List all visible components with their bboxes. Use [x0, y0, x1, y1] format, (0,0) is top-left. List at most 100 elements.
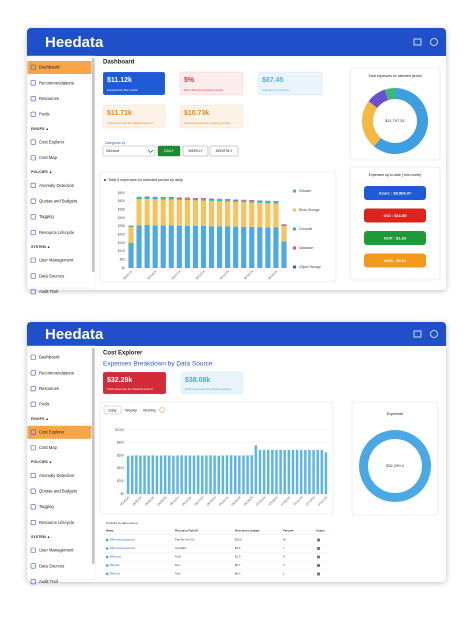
- sidebar-item[interactable]: Audit Trail: [39, 289, 58, 294]
- sidebar-item[interactable]: Anomaly Detection: [39, 473, 75, 478]
- x-tick-label: 06/01/24: [122, 269, 133, 280]
- table-cell[interactable]: RM-prod: [110, 555, 121, 559]
- row-icon: [106, 564, 109, 567]
- table-cell: Test: [175, 572, 180, 576]
- legend-label: Object Storage: [299, 265, 321, 269]
- action-icon[interactable]: [317, 547, 320, 550]
- sidebar-item[interactable]: Quotas and Budgets: [39, 199, 77, 204]
- table-header: Name: [106, 529, 114, 533]
- panel-title: Expenses: [387, 412, 404, 416]
- table-header: Percent: [283, 529, 293, 533]
- sidebar-item[interactable]: Cost Map: [39, 445, 58, 450]
- sidebar-item[interactable]: Resource Lifecycle: [39, 230, 75, 235]
- table-cell[interactable]: RM-resourcegroup2: [110, 546, 135, 550]
- bar-segment: [249, 200, 255, 202]
- bar: [192, 455, 196, 494]
- sidebar-item[interactable]: Recommendations: [39, 370, 74, 375]
- table-cell: 1: [283, 572, 285, 576]
- y-tick-label: $300: [118, 216, 125, 220]
- x-tick-label: 07/05/24: [268, 495, 279, 506]
- profile-icon[interactable]: [430, 330, 438, 338]
- sidebar-icon: [30, 445, 36, 451]
- bar-segment: [225, 201, 231, 227]
- action-icon[interactable]: [317, 538, 320, 542]
- period-button[interactable]: [157, 145, 181, 157]
- action-icon[interactable]: [317, 572, 320, 576]
- sidebar-item[interactable]: Cost Map: [39, 155, 58, 160]
- period-tab[interactable]: Daily: [109, 408, 117, 412]
- sidebar-active: [27, 61, 92, 74]
- x-tick-label: 06/05/24: [144, 495, 155, 506]
- bar-segment: [257, 227, 263, 268]
- period-button[interactable]: [209, 145, 239, 157]
- sidebar-item[interactable]: Resources: [39, 386, 59, 391]
- sidebar-item[interactable]: User Management: [39, 548, 74, 553]
- sidebar-item[interactable]: Resources: [39, 96, 59, 101]
- select-arrow: [147, 149, 154, 153]
- period-button[interactable]: [182, 145, 209, 157]
- stat-card: [102, 371, 167, 395]
- bar-segment: [225, 226, 231, 268]
- x-tick-label: 07/14/24: [305, 495, 316, 506]
- bar: [143, 455, 146, 494]
- sidebar-item[interactable]: Anomaly Detection: [39, 183, 75, 188]
- tab-active: [103, 405, 122, 415]
- x-tick-label: 06/16/24: [243, 269, 254, 280]
- bar: [172, 455, 175, 494]
- action-icon[interactable]: [317, 564, 320, 567]
- sidebar: [26, 345, 96, 581]
- bar-segment: [192, 226, 199, 268]
- bar-segment: [144, 196, 150, 198]
- bar: [221, 455, 225, 494]
- sidebar-item[interactable]: Data Sources: [39, 563, 64, 568]
- header-icon[interactable]: [413, 330, 422, 338]
- action-icon[interactable]: [317, 555, 320, 559]
- legend-label: VMware: [299, 189, 311, 193]
- sidebar-item[interactable]: Tagging: [39, 504, 54, 509]
- bar-segment: [168, 197, 174, 199]
- sidebar-item[interactable]: Cost Explorer: [39, 429, 65, 434]
- sidebar-item[interactable]: Pools: [39, 402, 49, 407]
- sidebar-item[interactable]: Resource Lifecycle: [39, 520, 75, 525]
- sidebar-item[interactable]: Audit Trail: [39, 579, 58, 584]
- bar: [279, 449, 282, 494]
- select-box[interactable]: [102, 145, 156, 157]
- x-tick-label: 06/29/24: [243, 495, 254, 506]
- table-cell[interactable]: RM-resourcegroup1: [110, 538, 135, 542]
- period-tab[interactable]: Monthly: [143, 408, 156, 412]
- sidebar-item[interactable]: Data Sources: [39, 273, 64, 278]
- sidebar-item[interactable]: Pools: [39, 112, 49, 117]
- bar: [213, 455, 216, 494]
- bar-segment: [200, 226, 207, 268]
- bar-segment: [233, 201, 239, 227]
- x-tick-label: 07/11/24: [293, 495, 304, 506]
- table-cell[interactable]: RM-dev: [110, 563, 120, 567]
- panel-title: Total expenses for selected period: [368, 74, 421, 78]
- y-tick-label: $350: [118, 208, 125, 212]
- sidebar-item[interactable]: Quotas and Budgets: [39, 489, 77, 494]
- bar: [180, 455, 183, 494]
- table-cell[interactable]: RM-test: [110, 572, 120, 576]
- sidebar-item[interactable]: Tagging: [39, 214, 54, 219]
- profile-icon[interactable]: [430, 38, 438, 46]
- y-tick-label: $450: [118, 191, 125, 195]
- period-button-label[interactable]: MONTHLY: [216, 149, 234, 153]
- stat-card: [179, 104, 244, 129]
- bar-segment: [136, 197, 142, 200]
- header-icon[interactable]: [413, 38, 422, 46]
- bar: [151, 455, 155, 494]
- row-icon: [106, 555, 109, 559]
- period-button-label[interactable]: DAILY: [164, 149, 175, 153]
- sidebar-item[interactable]: Recommendations: [39, 80, 74, 85]
- x-tick-label: 06/13/24: [219, 269, 230, 280]
- period-button-label[interactable]: WEEKLY: [188, 149, 203, 153]
- bar-segment: [208, 226, 215, 268]
- x-tick-label: 06/11/24: [169, 495, 180, 506]
- sidebar-item[interactable]: User Management: [39, 258, 74, 263]
- sidebar-item[interactable]: Dashboard: [39, 355, 60, 360]
- sidebar-item[interactable]: Cost Explorer: [39, 139, 65, 144]
- sidebar-item[interactable]: Dashboard: [39, 65, 60, 70]
- period-tab[interactable]: Weekly: [125, 408, 137, 412]
- sidebar-scrollbar: [92, 348, 95, 564]
